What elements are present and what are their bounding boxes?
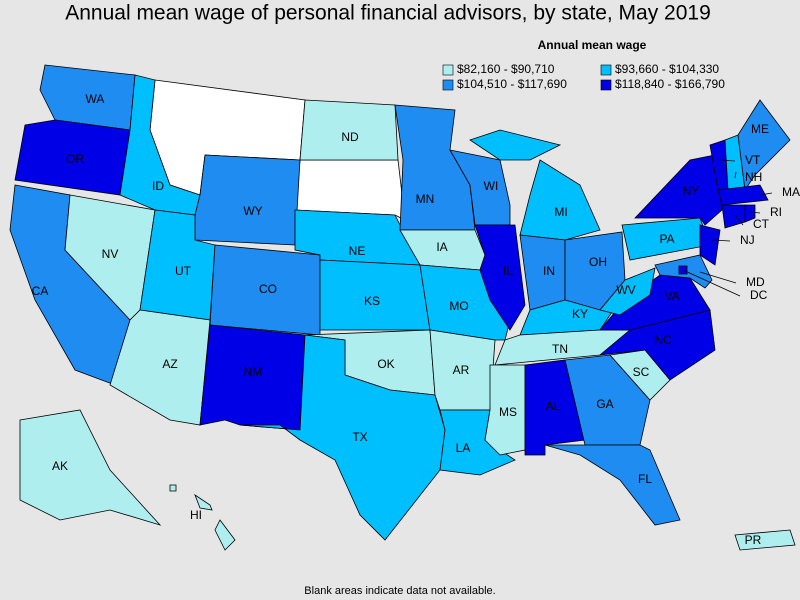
state-label: FL [638,472,652,486]
state-label: NE [349,244,366,258]
legend-label: $82,160 - $90,710 [457,62,555,76]
state-label: CO [259,282,277,296]
state-label: MI [554,205,567,219]
state-label: NH [745,170,762,184]
state-label: ID [152,179,164,193]
states [9,64,796,551]
state [737,99,791,192]
state-label: AL [546,399,561,413]
title: Annual mean wage of personal financial a… [65,2,711,25]
leader-line [734,171,737,179]
state-label: KS [364,294,380,308]
state-label: NY [683,184,700,198]
state-label: ND [341,130,359,144]
state-label: AZ [162,357,177,371]
state-label: AR [453,363,470,377]
state [239,334,446,541]
state-label: IN [543,264,555,278]
state-label: WY [243,204,262,218]
state-label: MO [449,299,468,313]
state-label: OH [589,255,607,269]
state-label: TN [552,342,568,356]
state [564,354,651,446]
leader-line [711,239,731,242]
state-label: WA [86,92,105,106]
state-label: RI [770,205,782,219]
state-label: GA [596,397,613,411]
legend-title: Annual mean wage [538,38,647,52]
state-label: MD [746,275,765,289]
leader-line [699,271,737,284]
legend-label: $93,660 - $104,330 [615,62,719,76]
legend-swatch [442,79,454,91]
leader-line [759,192,773,196]
state [717,184,769,206]
state-label: OR [66,152,84,166]
state [19,409,162,526]
state [599,267,656,316]
state-label: MN [416,192,435,206]
state-label: HI [190,508,202,522]
state-label: LA [456,441,471,455]
state [699,224,721,266]
legend-label: $118,840 - $166,790 [615,77,725,91]
legend-swatch [600,79,612,91]
state [734,529,796,551]
legend-swatch [442,64,454,76]
state-label: PA [659,232,674,246]
state-label: VA [664,289,679,303]
leader-line [719,159,736,162]
state [544,444,681,526]
state [169,484,236,551]
state-label: IA [436,240,447,254]
state [194,154,301,246]
leader-line [734,214,744,226]
state-label: MA [782,185,800,199]
state-label: VT [745,153,761,167]
state-label: IL [503,264,513,278]
state-label: DC [750,288,768,302]
state-label: NM [244,365,263,379]
state-label: NV [102,247,119,261]
state-label: UT [175,264,192,278]
labels: WA OR CA NV ID WY UT AZ CO NM ND NE KS OK TX MN IA MO AR LA… [32,92,800,547]
legend-label: $104,510 - $117,690 [457,77,567,91]
state-label: SC [633,365,650,379]
state-label: PR [745,533,762,547]
footnote: Blank areas indicate data not available. [304,585,495,597]
state [634,154,723,226]
state-label: WV [616,283,635,297]
leader-line [749,211,761,214]
state-label: AK [52,459,68,473]
state-label: MS [499,405,517,419]
state-label: CA [32,284,49,298]
state-label: OK [377,357,394,371]
state-label: KY [572,307,588,321]
state [721,204,746,229]
state-label: TX [352,430,367,444]
state-label: NJ [740,233,755,247]
leader-line [682,269,741,297]
legend-swatch [600,64,612,76]
state-label: CT [753,217,770,231]
state [299,99,399,161]
state-label: ME [751,122,769,136]
state-label: NC [654,333,672,347]
state [474,224,526,331]
state-label: WI [484,179,499,193]
